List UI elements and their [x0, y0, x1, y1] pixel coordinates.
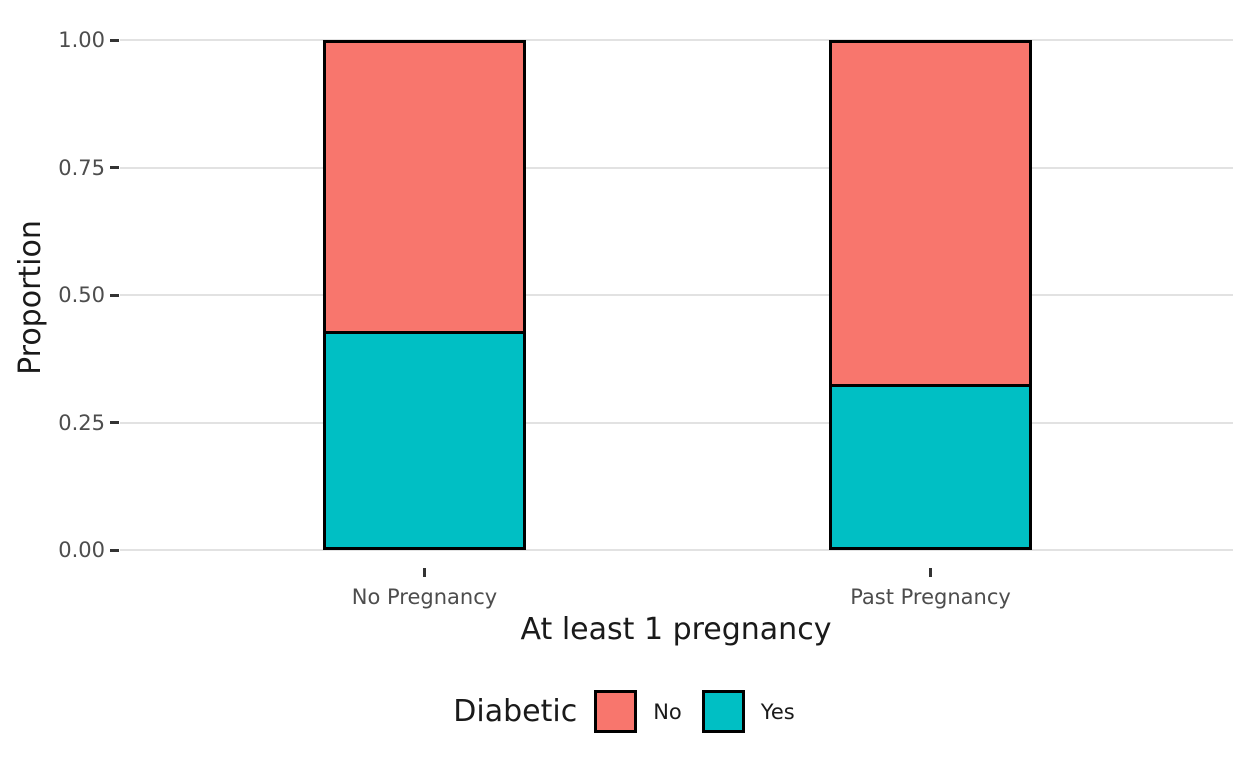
y-tick-label: 0.25: [58, 410, 105, 435]
bar-segment-yes: [832, 384, 1029, 547]
y-tick-label: 0.75: [58, 155, 105, 180]
y-tick-mark: [110, 421, 119, 424]
x-tick-mark: [423, 568, 426, 577]
legend-items: No Yes: [594, 690, 795, 733]
y-tick-mark: [110, 166, 119, 169]
y-tick-mark: [110, 38, 119, 42]
legend-item-no: No: [594, 690, 682, 733]
y-tick-mark: [110, 548, 119, 552]
x-tick-label: Past Pregnancy: [850, 585, 1011, 609]
x-tick-mark: [929, 568, 932, 577]
bar-no-pregnancy: [323, 40, 526, 550]
y-tick-label: 0.50: [58, 283, 105, 307]
y-tick-label: 0.00: [58, 538, 105, 562]
x-axis-title: At least 1 pregnancy: [520, 612, 832, 647]
gridline: [120, 39, 1233, 41]
legend-swatch-no: [594, 690, 638, 733]
legend-item-yes: Yes: [701, 690, 795, 733]
bar-past-pregnancy: [829, 40, 1032, 550]
bar-segment-yes: [326, 330, 523, 547]
legend-label: Yes: [760, 699, 795, 724]
y-tick-label: 1.00: [58, 28, 105, 52]
gridline: [120, 421, 1233, 424]
legend: Diabetic No Yes: [0, 690, 1248, 733]
gridline: [120, 549, 1233, 551]
x-tick-label: No Pregnancy: [351, 585, 498, 609]
legend-label: No: [653, 699, 682, 724]
gridline: [120, 294, 1233, 296]
y-tick-mark: [110, 293, 119, 297]
legend-title: Diabetic: [453, 694, 578, 729]
gridline: [120, 166, 1233, 169]
legend-swatch-yes: [701, 690, 745, 733]
